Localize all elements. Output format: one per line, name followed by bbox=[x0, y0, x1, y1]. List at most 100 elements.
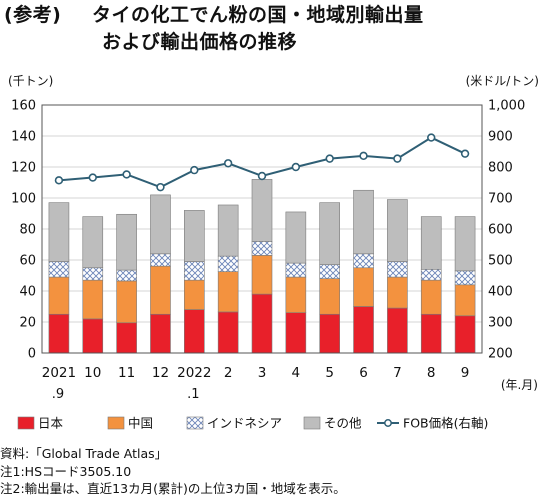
left-axis-unit: (千トン) bbox=[8, 74, 54, 88]
right-tick-label: 200 bbox=[488, 347, 513, 362]
right-tick-label: 600 bbox=[488, 223, 513, 238]
bar-segment bbox=[420, 216, 442, 270]
right-tick-label: 400 bbox=[488, 285, 513, 300]
bar-segment bbox=[387, 199, 408, 262]
fob-price-point bbox=[257, 171, 267, 181]
bar-segment bbox=[82, 279, 104, 320]
left-tick-label: 100 bbox=[11, 192, 36, 207]
left-tick-label: 120 bbox=[11, 161, 36, 176]
legend-label: インドネシア bbox=[207, 416, 282, 431]
fob-price-point bbox=[190, 165, 199, 175]
left-tick-label: 160 bbox=[11, 99, 36, 114]
left-tick-label: 0 bbox=[28, 347, 36, 362]
bar-segment bbox=[454, 216, 476, 272]
x-tick-label: 2022 bbox=[177, 365, 211, 381]
x-tick-label: 7 bbox=[393, 365, 402, 381]
bar-segment bbox=[48, 313, 70, 354]
bar-segment bbox=[184, 309, 205, 354]
bar-segment bbox=[319, 202, 340, 265]
bar-segment bbox=[82, 318, 104, 354]
bar-segment bbox=[420, 279, 442, 315]
fob-price-point bbox=[223, 159, 233, 168]
x-tick-label: 5 bbox=[325, 365, 334, 381]
bar-segment bbox=[48, 276, 70, 315]
bar-segment bbox=[217, 311, 239, 354]
x-tick-label: 4 bbox=[292, 365, 301, 381]
x-tick-label: 2021 bbox=[42, 365, 76, 381]
left-tick-label: 140 bbox=[11, 130, 36, 145]
x-tick-label: 9 bbox=[461, 365, 470, 381]
bar-segment bbox=[319, 313, 340, 354]
note-1: 注1:HSコード3505.10 bbox=[0, 463, 132, 479]
bar-segment bbox=[184, 279, 205, 310]
title-tag: (参考) bbox=[4, 4, 62, 26]
title-line-2: および輸出価格の推移 bbox=[102, 31, 298, 53]
fob-price-point bbox=[122, 170, 131, 179]
title-line-1: タイの化工でん粉の国・地域別輸出量 bbox=[92, 4, 424, 26]
fob-price-point bbox=[427, 133, 436, 142]
left-tick-label: 80 bbox=[19, 223, 36, 238]
bar-segment bbox=[48, 261, 70, 278]
x-tick-label: 3 bbox=[258, 365, 267, 381]
bar-segment bbox=[82, 216, 104, 269]
legend-marker bbox=[384, 419, 392, 427]
legend-swatch bbox=[107, 416, 125, 430]
right-tick-label: 1,000 bbox=[488, 99, 525, 114]
bar-segment bbox=[251, 293, 273, 354]
bar-segment bbox=[353, 189, 374, 255]
legend-swatch bbox=[303, 416, 321, 430]
chart-title: (参考) タイの化工でん粉の国・地域別輸出量 および輸出価格の推移 bbox=[4, 2, 544, 56]
bar-segment bbox=[217, 271, 239, 313]
bar-segment bbox=[116, 269, 137, 282]
bar-segment bbox=[285, 262, 307, 278]
fob-price-point bbox=[88, 173, 97, 182]
left-tick-label: 20 bbox=[19, 316, 36, 331]
bar-segment bbox=[251, 179, 273, 242]
legend-label: 日本 bbox=[38, 416, 64, 431]
fob-price-point bbox=[291, 162, 301, 172]
legend-swatch bbox=[17, 416, 35, 430]
x-tick-label: 8 bbox=[427, 365, 436, 381]
x-tick-label: 12 bbox=[152, 365, 169, 381]
x-tick-label: 11 bbox=[118, 365, 135, 381]
right-tick-label: 800 bbox=[488, 161, 513, 176]
legend-swatch bbox=[186, 416, 204, 430]
note-source: 資料:「Global Trade Atlas」 bbox=[0, 446, 168, 461]
bar-segment bbox=[251, 255, 273, 295]
fob-price-point bbox=[325, 154, 334, 163]
bar-segment bbox=[150, 253, 171, 267]
bar-segment bbox=[454, 284, 476, 317]
bar-segment bbox=[319, 264, 340, 279]
bar-segment bbox=[285, 312, 307, 354]
bar-segment bbox=[420, 268, 442, 281]
plot-frame bbox=[41, 104, 483, 354]
bar-segment bbox=[48, 202, 70, 262]
bar-segment bbox=[353, 306, 374, 354]
fob-price-point bbox=[460, 149, 470, 158]
x-tick-label: 6 bbox=[359, 365, 368, 381]
legend-label: FOB価格(右軸) bbox=[403, 416, 488, 431]
x-tick-label: 2 bbox=[224, 365, 233, 381]
bar-segment bbox=[82, 267, 104, 281]
chart-area: 0 200 20 300 40 400 60 500 80 600 100 700 120 800 140 9… bbox=[11, 99, 538, 431]
right-axis-unit: (米ドル/トン) bbox=[465, 74, 539, 88]
x-tick-sublabel: .9 bbox=[52, 387, 64, 402]
x-tick-sublabel: .1 bbox=[187, 387, 199, 402]
bar-segment bbox=[150, 313, 171, 354]
bar-segment bbox=[285, 276, 307, 313]
fob-price-point bbox=[156, 182, 165, 192]
fob-price-point bbox=[54, 176, 64, 185]
legend-label: その他 bbox=[324, 416, 362, 431]
bar-segment bbox=[150, 194, 171, 255]
note-2: 注2:輸出量は、直近13カ月(累計)の上位3カ国・地域を表示。 bbox=[0, 481, 346, 496]
left-tick-label: 40 bbox=[19, 285, 36, 300]
bar-segment bbox=[387, 261, 408, 278]
x-tick-label: 10 bbox=[84, 365, 101, 381]
bar-segment bbox=[285, 211, 307, 264]
bar-segment bbox=[454, 270, 476, 286]
bar-segment bbox=[217, 204, 239, 257]
bar-segment bbox=[387, 307, 408, 354]
bar-segment bbox=[150, 265, 171, 315]
bar-segment bbox=[217, 255, 239, 272]
bar-segment bbox=[251, 241, 273, 256]
